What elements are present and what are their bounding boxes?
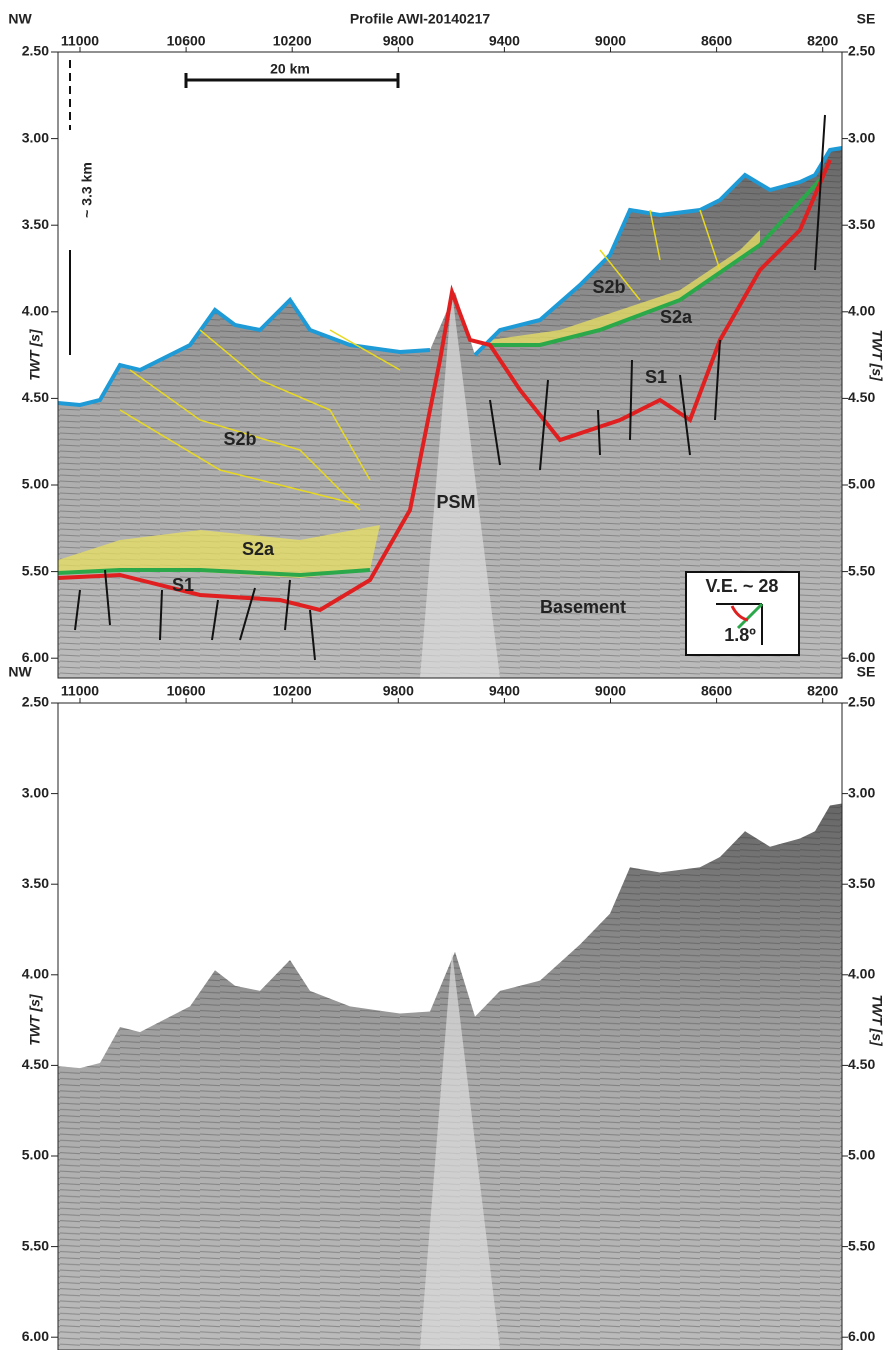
- seismic-image-raw: [58, 803, 842, 1349]
- unit-label: S2b: [592, 277, 625, 297]
- profile-title: Profile AWI-20140217: [350, 11, 491, 27]
- y-tick-label: 2.50: [848, 694, 875, 710]
- y-tick-label: 5.00: [22, 476, 49, 492]
- x-tick-label: 9800: [383, 33, 414, 49]
- y-tick-label: 4.00: [22, 303, 49, 319]
- x-tick-label: 10600: [167, 33, 206, 49]
- corner-label: NW: [8, 11, 32, 27]
- corner-label: SE: [857, 11, 876, 27]
- y-tick-label: 3.50: [22, 216, 49, 232]
- y-tick-label: 5.00: [848, 1147, 875, 1163]
- unit-label: Basement: [540, 597, 626, 617]
- y-tick-label: 4.50: [848, 389, 875, 405]
- y-tick-label: 5.50: [22, 1237, 49, 1253]
- y-tick-label: 6.00: [22, 1328, 49, 1344]
- y-tick-label: 3.00: [848, 129, 875, 145]
- x-tick-label: 9000: [595, 683, 626, 699]
- y-tick-label: 3.00: [22, 129, 49, 145]
- unit-label: S1: [645, 367, 667, 387]
- corner-label: SE: [857, 664, 876, 680]
- y-tick-label: 6.00: [848, 649, 875, 665]
- y-tick-label: 3.00: [848, 784, 875, 800]
- x-tick-label: 8200: [807, 683, 838, 699]
- unit-label: PSM: [436, 492, 475, 512]
- ve-angle: 1.8º: [724, 625, 756, 645]
- y-tick-label: 4.50: [848, 1056, 875, 1072]
- unit-label: S2a: [660, 307, 693, 327]
- y-tick-label: 3.50: [22, 875, 49, 891]
- x-tick-label: 10200: [273, 683, 312, 699]
- y-tick-label: 2.50: [848, 43, 875, 59]
- y-axis-label: TWT [s]: [869, 994, 885, 1047]
- x-tick-label: 11000: [61, 33, 99, 49]
- y-tick-label: 4.00: [848, 303, 875, 319]
- scale-bar-label: 20 km: [270, 61, 310, 77]
- y-axis-label: TWT [s]: [27, 328, 43, 381]
- y-tick-label: 5.50: [22, 562, 49, 578]
- x-tick-label: 9400: [489, 33, 520, 49]
- x-tick-label: 9000: [595, 33, 626, 49]
- y-tick-label: 3.00: [22, 784, 49, 800]
- y-tick-label: 3.50: [848, 875, 875, 891]
- y-axis-label: TWT [s]: [869, 329, 885, 382]
- x-tick-label: 8200: [807, 33, 838, 49]
- corner-label: NW: [8, 664, 32, 680]
- x-tick-label: 10600: [167, 683, 206, 699]
- y-tick-label: 5.50: [848, 562, 875, 578]
- y-tick-label: 4.50: [22, 1056, 49, 1072]
- y-tick-label: 5.50: [848, 1237, 875, 1253]
- y-tick-label: 4.00: [848, 966, 875, 982]
- y-tick-label: 6.00: [22, 649, 49, 665]
- y-tick-label: 4.00: [22, 966, 49, 982]
- y-tick-label: 3.50: [848, 216, 875, 232]
- depth-label: ~ 3.3 km: [79, 162, 95, 218]
- unit-label: S2a: [242, 539, 275, 559]
- y-tick-label: 2.50: [22, 43, 49, 59]
- x-tick-label: 11000: [61, 683, 99, 699]
- x-tick-label: 9800: [383, 683, 414, 699]
- x-tick-label: 8600: [701, 683, 732, 699]
- ve-title: V.E. ~ 28: [706, 576, 779, 596]
- y-axis-label: TWT [s]: [27, 993, 43, 1046]
- y-tick-label: 2.50: [22, 694, 49, 710]
- x-tick-label: 8600: [701, 33, 732, 49]
- y-tick-label: 6.00: [848, 1328, 875, 1344]
- y-tick-label: 5.00: [22, 1147, 49, 1163]
- figure: Profile AWI-20140217 NW SE NW SE 20 km ~…: [0, 0, 892, 1350]
- unit-label: S1: [172, 575, 194, 595]
- x-tick-label: 10200: [273, 33, 312, 49]
- x-tick-label: 9400: [489, 683, 520, 699]
- y-tick-label: 4.50: [22, 389, 49, 405]
- y-tick-label: 5.00: [848, 476, 875, 492]
- unit-label: S2b: [223, 429, 256, 449]
